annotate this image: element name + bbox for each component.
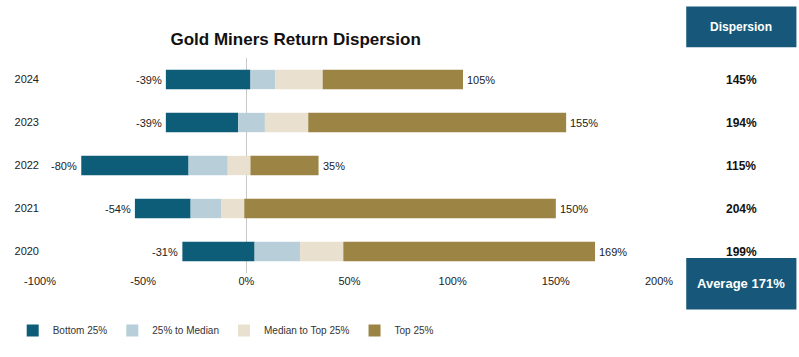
svg-text:Bottom 25%: Bottom 25% [53, 325, 108, 336]
svg-text:2020: 2020 [15, 245, 39, 257]
svg-text:Median to Top 25%: Median to Top 25% [264, 325, 350, 336]
svg-text:35%: 35% [323, 160, 345, 172]
svg-text:50%: 50% [338, 275, 360, 287]
svg-text:-31%: -31% [152, 246, 178, 258]
svg-text:194%: 194% [726, 116, 757, 130]
svg-text:-50%: -50% [130, 275, 156, 287]
svg-text:105%: 105% [467, 74, 495, 86]
svg-text:Average 171%: Average 171% [697, 276, 785, 291]
svg-text:2023: 2023 [15, 116, 39, 128]
svg-text:199%: 199% [726, 245, 757, 259]
svg-text:169%: 169% [599, 246, 627, 258]
svg-text:204%: 204% [726, 202, 757, 216]
svg-text:155%: 155% [570, 117, 598, 129]
svg-text:115%: 115% [726, 159, 756, 173]
svg-text:2021: 2021 [15, 202, 39, 214]
svg-text:Gold Miners Return Dispersion: Gold Miners Return Dispersion [170, 30, 420, 49]
svg-text:-54%: -54% [105, 203, 131, 215]
svg-text:-39%: -39% [136, 74, 162, 86]
svg-text:2022: 2022 [15, 159, 39, 171]
svg-text:Dispersion: Dispersion [710, 20, 772, 34]
svg-text:0%: 0% [238, 275, 254, 287]
svg-text:145%: 145% [726, 73, 757, 87]
svg-text:200%: 200% [645, 275, 673, 287]
svg-text:100%: 100% [439, 275, 467, 287]
svg-text:150%: 150% [560, 203, 588, 215]
svg-text:150%: 150% [542, 275, 570, 287]
svg-text:-100%: -100% [24, 275, 56, 287]
svg-text:-80%: -80% [51, 160, 77, 172]
svg-text:Top 25%: Top 25% [395, 325, 434, 336]
svg-text:25% to Median: 25% to Median [152, 325, 219, 336]
svg-text:-39%: -39% [136, 117, 162, 129]
svg-text:2024: 2024 [15, 73, 39, 85]
